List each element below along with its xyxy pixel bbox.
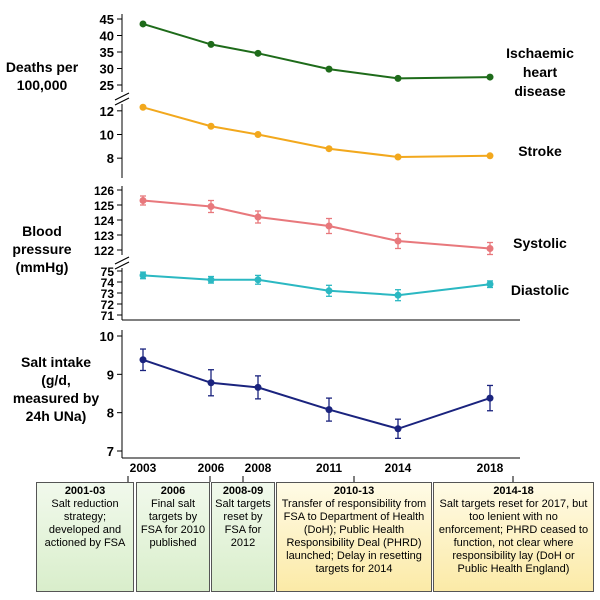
series-label: Ischaemic: [506, 45, 574, 61]
data-point: [207, 40, 215, 48]
x-tick-label: 2011: [316, 461, 342, 475]
timeline-box-title: 2010-13: [333, 485, 375, 497]
timeline-box-2001-03: 2001-03 Salt reduction strategy; develop…: [36, 482, 134, 592]
series-line: [142, 358, 491, 430]
timeline-box-text: Transfer of responsibility from FSA to D…: [281, 498, 427, 575]
x-tick-label: 2006: [198, 461, 225, 475]
y-axis-title: 100,000: [17, 77, 68, 93]
data-point: [139, 271, 147, 279]
data-point: [394, 74, 402, 82]
data-point: [207, 379, 215, 387]
timeline-box-text: Salt reduction strategy; developed and a…: [44, 498, 126, 549]
data-point: [325, 145, 333, 153]
series-label: heart: [523, 64, 558, 80]
series-line: [142, 274, 491, 297]
x-tick-label: 2014: [385, 461, 412, 475]
axis-break-mark: [114, 256, 130, 270]
y-tick-label: 25: [100, 78, 114, 93]
timeline-box-2010-13: 2010-13 Transfer of responsibility from …: [276, 482, 432, 592]
data-point: [394, 291, 402, 299]
data-point: [254, 49, 262, 57]
data-point: [394, 425, 402, 433]
y-tick-label: 72: [101, 298, 115, 312]
data-point: [325, 287, 333, 295]
axis-break-mark: [114, 92, 130, 106]
data-point: [254, 276, 262, 284]
timeline-box-2006: 2006 Final salt targets by FSA for 2010 …: [136, 482, 210, 592]
y-tick-label: 75: [101, 265, 115, 279]
y-tick-label: 10: [100, 128, 114, 143]
y-tick-label: 71: [101, 309, 115, 323]
data-point: [254, 213, 262, 221]
data-point: [486, 245, 494, 252]
y-tick-label: 122: [94, 244, 114, 258]
data-point: [486, 280, 494, 288]
y-axis-title: Blood: [22, 223, 62, 239]
data-point: [254, 383, 262, 391]
timeline-box-2014-18: 2014-18 Salt targets reset for 2017, but…: [433, 482, 594, 592]
y-axis-title: Deaths per: [6, 59, 79, 75]
y-tick-label: 35: [100, 45, 114, 60]
x-tick-label: 2008: [245, 461, 272, 475]
data-point: [325, 222, 333, 230]
data-point: [139, 103, 147, 111]
data-point: [325, 406, 333, 414]
y-tick-label: 45: [100, 12, 114, 27]
series-label: Stroke: [518, 143, 562, 159]
y-tick-label: 9: [107, 367, 114, 382]
data-point: [486, 152, 494, 160]
y-tick-label: 126: [94, 184, 114, 198]
y-tick-label: 30: [100, 62, 114, 77]
series-label: Diastolic: [511, 282, 570, 298]
timeline-box-2008-09: 2008-09 Salt targets reset by FSA for 20…: [211, 482, 275, 592]
x-tick-label: 2003: [130, 461, 157, 475]
y-tick-label: 74: [101, 276, 115, 290]
series-line: [142, 199, 491, 250]
series-line: [142, 106, 491, 158]
data-point: [394, 237, 402, 245]
y-tick-label: 124: [94, 214, 114, 228]
data-point: [254, 131, 262, 138]
y-tick-label: 123: [94, 229, 114, 243]
y-tick-label: 8: [107, 406, 114, 421]
data-point: [486, 394, 494, 402]
timeline-box-text: Salt targets reset by FSA for 2012: [215, 498, 271, 549]
timeline-box-text: Final salt targets by FSA for 2010 publi…: [140, 498, 206, 549]
series-label: disease: [514, 83, 566, 99]
timeline-box-text: Salt targets reset for 2017, but too len…: [438, 498, 589, 575]
y-axis-title: pressure: [12, 241, 71, 257]
data-point: [394, 153, 402, 161]
timeline-box-title: 2001-03: [64, 485, 106, 497]
x-tick-label: 2018: [477, 461, 504, 475]
data-point: [207, 122, 215, 130]
data-point: [207, 203, 215, 210]
y-tick-label: 125: [94, 199, 114, 213]
data-point: [139, 197, 147, 204]
series-label: Systolic: [513, 235, 567, 251]
timeline-box-title: 2014-18: [493, 485, 534, 497]
data-point: [139, 356, 147, 364]
y-tick-label: 10: [100, 329, 114, 344]
y-axis-title: Salt intake: [21, 354, 91, 370]
data-point: [207, 276, 215, 284]
y-axis-title: measured by: [13, 390, 100, 406]
y-axis-title: (mmHg): [16, 259, 69, 275]
y-tick-label: 73: [101, 287, 115, 301]
y-tick-label: 40: [100, 29, 114, 44]
timeline-box-title: 2008-09: [222, 485, 264, 497]
y-axis-title: (g/d,: [41, 372, 71, 388]
y-tick-label: 8: [107, 151, 114, 166]
series-line: [142, 22, 491, 80]
y-tick-label: 12: [100, 104, 114, 119]
timeline-box-title: 2006: [160, 485, 186, 497]
data-point: [325, 65, 333, 73]
data-point: [486, 73, 494, 81]
y-axis-title: 24h UNa): [26, 408, 87, 424]
y-tick-label: 7: [107, 444, 114, 459]
data-point: [139, 20, 147, 28]
